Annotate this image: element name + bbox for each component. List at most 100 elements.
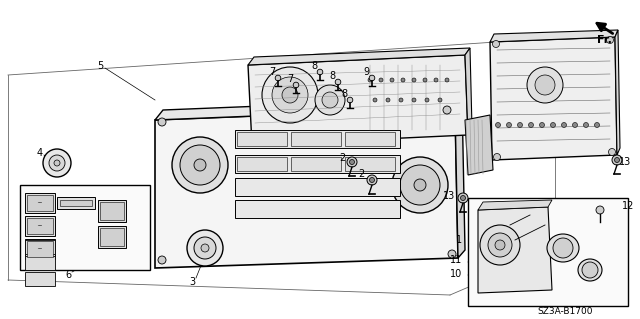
Circle shape bbox=[347, 97, 353, 103]
Bar bbox=[291, 132, 341, 146]
Circle shape bbox=[540, 122, 545, 128]
Circle shape bbox=[180, 145, 220, 185]
Circle shape bbox=[347, 157, 357, 167]
Bar bbox=[235, 155, 400, 173]
Circle shape bbox=[412, 78, 416, 82]
Text: 8: 8 bbox=[311, 61, 317, 71]
Text: 3: 3 bbox=[189, 277, 195, 287]
Circle shape bbox=[172, 137, 228, 193]
Bar bbox=[27, 218, 53, 234]
Circle shape bbox=[43, 149, 71, 177]
Circle shape bbox=[414, 179, 426, 191]
Circle shape bbox=[194, 237, 216, 259]
Circle shape bbox=[423, 78, 427, 82]
Bar bbox=[237, 132, 287, 146]
Bar bbox=[25, 240, 55, 254]
Circle shape bbox=[282, 87, 298, 103]
Polygon shape bbox=[465, 48, 472, 135]
Bar bbox=[25, 193, 55, 213]
Text: 7: 7 bbox=[287, 74, 293, 84]
Text: 13: 13 bbox=[443, 191, 455, 201]
Text: 8: 8 bbox=[329, 71, 335, 81]
Polygon shape bbox=[248, 48, 470, 65]
Circle shape bbox=[495, 240, 505, 250]
Circle shape bbox=[535, 75, 555, 95]
Circle shape bbox=[335, 79, 341, 85]
Circle shape bbox=[400, 165, 440, 205]
Circle shape bbox=[315, 85, 345, 115]
Circle shape bbox=[293, 82, 299, 88]
Text: ━━: ━━ bbox=[38, 247, 42, 251]
Circle shape bbox=[445, 78, 449, 82]
Polygon shape bbox=[615, 30, 620, 155]
Bar bbox=[345, 157, 395, 171]
Text: 1: 1 bbox=[456, 235, 462, 245]
Text: 2: 2 bbox=[339, 153, 345, 163]
Polygon shape bbox=[155, 98, 462, 120]
Polygon shape bbox=[490, 30, 618, 42]
Circle shape bbox=[262, 67, 318, 123]
Circle shape bbox=[506, 122, 511, 128]
Bar bbox=[345, 132, 395, 146]
Circle shape bbox=[493, 153, 500, 160]
Circle shape bbox=[392, 157, 448, 213]
Circle shape bbox=[349, 160, 355, 165]
Text: 5: 5 bbox=[97, 61, 103, 71]
Text: 7: 7 bbox=[269, 67, 275, 77]
Bar bbox=[468, 198, 628, 306]
Bar bbox=[98, 200, 126, 222]
Bar bbox=[27, 195, 53, 211]
Polygon shape bbox=[248, 55, 468, 145]
Circle shape bbox=[493, 41, 499, 48]
Ellipse shape bbox=[578, 259, 602, 281]
Circle shape bbox=[582, 262, 598, 278]
Circle shape bbox=[595, 122, 600, 128]
Bar bbox=[60, 200, 92, 206]
Bar bbox=[25, 272, 55, 286]
Bar bbox=[25, 239, 55, 259]
Circle shape bbox=[518, 122, 522, 128]
Polygon shape bbox=[155, 108, 458, 268]
Polygon shape bbox=[465, 115, 493, 175]
Circle shape bbox=[54, 160, 60, 166]
Circle shape bbox=[527, 67, 563, 103]
Circle shape bbox=[607, 36, 614, 43]
Circle shape bbox=[49, 155, 65, 171]
Text: 4: 4 bbox=[37, 148, 43, 158]
Circle shape bbox=[158, 256, 166, 264]
Bar bbox=[291, 157, 341, 171]
Circle shape bbox=[480, 225, 520, 265]
Circle shape bbox=[368, 78, 372, 82]
Circle shape bbox=[369, 75, 375, 81]
Text: 8: 8 bbox=[341, 89, 347, 99]
Circle shape bbox=[553, 238, 573, 258]
Circle shape bbox=[187, 230, 223, 266]
Bar bbox=[98, 226, 126, 248]
Text: 9: 9 bbox=[363, 67, 369, 77]
Circle shape bbox=[401, 78, 405, 82]
Text: 10: 10 bbox=[450, 269, 462, 279]
Circle shape bbox=[425, 98, 429, 102]
Circle shape bbox=[317, 69, 323, 75]
Circle shape bbox=[201, 244, 209, 252]
Bar bbox=[100, 202, 124, 220]
Circle shape bbox=[448, 250, 456, 258]
Circle shape bbox=[434, 78, 438, 82]
Bar bbox=[27, 241, 53, 257]
Polygon shape bbox=[490, 37, 617, 160]
Circle shape bbox=[322, 92, 338, 108]
Text: SZ3A-B1700: SZ3A-B1700 bbox=[537, 308, 593, 316]
Circle shape bbox=[275, 75, 281, 81]
Circle shape bbox=[495, 122, 500, 128]
Polygon shape bbox=[455, 98, 465, 258]
Text: 13: 13 bbox=[619, 157, 631, 167]
Polygon shape bbox=[478, 207, 552, 293]
Circle shape bbox=[443, 106, 451, 114]
Circle shape bbox=[612, 155, 622, 165]
Bar bbox=[235, 200, 400, 218]
Circle shape bbox=[390, 78, 394, 82]
Circle shape bbox=[373, 98, 377, 102]
Bar bbox=[235, 178, 400, 196]
Circle shape bbox=[412, 98, 416, 102]
Circle shape bbox=[458, 193, 468, 203]
